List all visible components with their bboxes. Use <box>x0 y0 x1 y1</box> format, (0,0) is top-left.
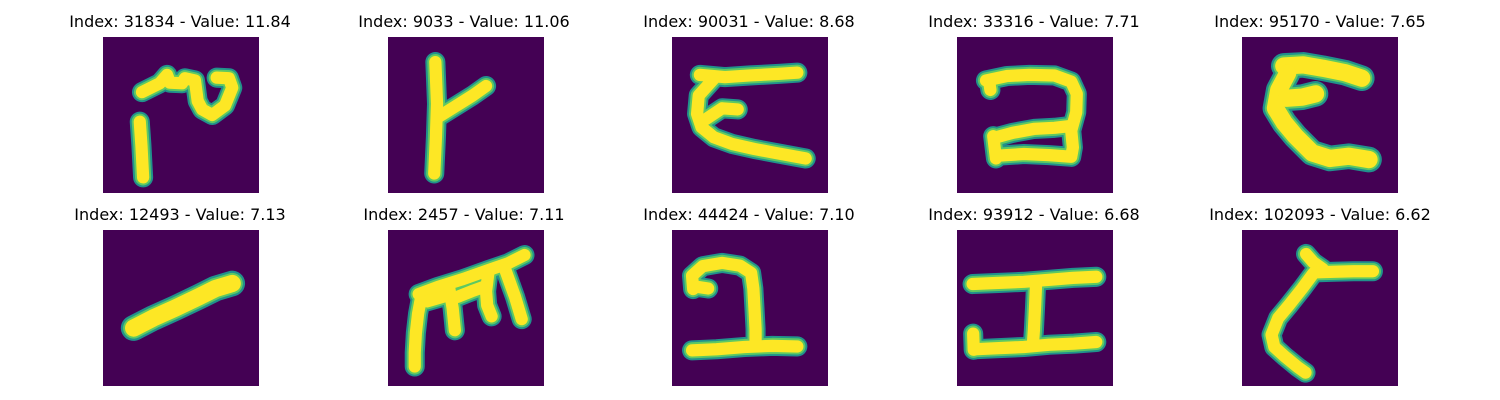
panel-title: Index: 9033 - Value: 11.06 <box>314 12 614 32</box>
glyph-stroke <box>415 296 422 367</box>
glyph-image <box>672 37 828 193</box>
glyph-stroke <box>973 334 974 350</box>
panel-title: Index: 31834 - Value: 11.84 <box>30 12 330 32</box>
glyph-image <box>103 230 259 386</box>
glyph-stroke <box>993 136 996 158</box>
glyph-image <box>1242 37 1398 193</box>
glyph-stroke <box>1314 271 1373 272</box>
glyph-image <box>672 230 828 386</box>
glyph-12493 <box>103 230 259 386</box>
glyph-stroke <box>486 273 492 316</box>
panel-title: Index: 2457 - Value: 7.11 <box>314 205 614 225</box>
glyph-95170 <box>1242 37 1398 193</box>
panel-title: Index: 93912 - Value: 6.68 <box>884 205 1184 225</box>
panel-title: Index: 12493 - Value: 7.13 <box>30 205 330 225</box>
panel-title: Index: 44424 - Value: 7.10 <box>599 205 899 225</box>
glyph-44424 <box>672 230 828 386</box>
panel-title: Index: 102093 - Value: 6.62 <box>1170 205 1470 225</box>
glyph-stroke <box>1287 94 1316 98</box>
panel-title: Index: 33316 - Value: 7.71 <box>884 12 1184 32</box>
glyph-2457 <box>388 230 544 386</box>
glyph-stroke <box>692 346 797 350</box>
glyph-stroke <box>989 83 990 90</box>
panel-title: Index: 90031 - Value: 8.68 <box>599 12 899 32</box>
glyph-31834 <box>103 37 259 193</box>
glyph-90031 <box>672 37 828 193</box>
glyph-102093 <box>1242 230 1398 386</box>
glyph-image <box>957 230 1113 386</box>
glyph-image <box>388 37 544 193</box>
glyph-33316 <box>957 37 1113 193</box>
glyph-stroke <box>140 122 143 178</box>
glyph-stroke <box>697 287 708 289</box>
glyph-image <box>388 230 544 386</box>
glyph-stroke <box>1033 283 1036 346</box>
glyph-image <box>957 37 1113 193</box>
glyph-93912 <box>957 230 1113 386</box>
glyph-stroke <box>975 342 1096 349</box>
glyph-image <box>1242 230 1398 386</box>
glyph-image <box>103 37 259 193</box>
glyph-stroke <box>427 297 443 301</box>
glyph-9033 <box>388 37 544 193</box>
panel-title: Index: 95170 - Value: 7.65 <box>1170 12 1470 32</box>
